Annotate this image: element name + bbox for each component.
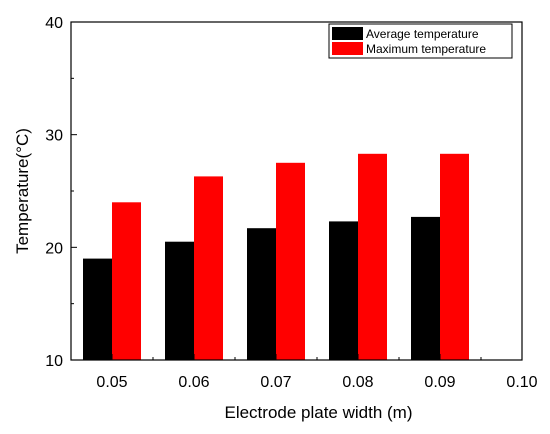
bars-group: [83, 153, 469, 360]
x-tick-label: 0.08: [342, 374, 373, 391]
legend-label-maximum: Maximum temperature: [366, 42, 486, 56]
bar-average-0.09: [411, 216, 440, 360]
bar-average-0.07: [247, 228, 276, 360]
bar-maximum-0.06: [194, 176, 223, 360]
legend: Average temperature Maximum temperature: [328, 23, 513, 59]
y-tick-label: 10: [45, 353, 63, 370]
x-tick-label: 0.05: [96, 374, 127, 391]
x-axis-title: Electrode plate width (m): [224, 403, 412, 422]
y-tick-label: 20: [45, 240, 63, 257]
legend-label-average: Average temperature: [366, 27, 479, 41]
legend-swatch-maximum: [332, 42, 363, 55]
bar-maximum-0.08: [358, 153, 387, 360]
x-tick-label: 0.09: [424, 374, 455, 391]
legend-swatch-average: [332, 27, 363, 40]
bar-average-0.05: [83, 258, 112, 360]
x-tick-label: 0.10: [506, 374, 537, 391]
ticks-group: 10 20 30 40 0.05 0.06 0.07 0.08 0.09 0.10: [45, 15, 537, 391]
y-axis-title: Temperature(°C): [13, 128, 32, 254]
x-tick-label: 0.06: [178, 374, 209, 391]
bar-average-0.08: [329, 221, 358, 360]
x-tick-label: 0.07: [260, 374, 291, 391]
bar-maximum-0.05: [112, 202, 141, 360]
y-tick-label: 40: [45, 15, 63, 32]
bar-maximum-0.07: [276, 162, 305, 360]
y-tick-label: 30: [45, 128, 63, 145]
bar-average-0.06: [165, 241, 194, 360]
bar-maximum-0.09: [440, 153, 469, 360]
